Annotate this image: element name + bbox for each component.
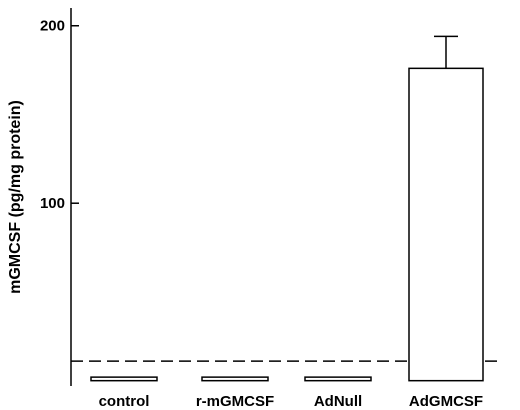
bars (90, 67, 484, 382)
bar-adnull (304, 376, 372, 382)
bar-adgmcsf (408, 67, 484, 382)
x-category-label: AdGMCSF (409, 393, 483, 410)
error-bars (434, 35, 458, 69)
x-category-label: r-mGMCSF (196, 393, 274, 410)
x-category-label: control (99, 393, 150, 410)
y-axis-label: mGMCSF (pg/mg protein) (7, 100, 24, 294)
y-tick-label: 200 (40, 18, 65, 35)
bar-control (90, 376, 158, 382)
y-ticks: 100 200 (40, 18, 79, 212)
x-category-label: AdNull (314, 393, 362, 410)
category-labels: control r-mGMCSF AdNull AdGMCSF (99, 393, 484, 410)
bar-r-mgmcsf (201, 376, 269, 382)
y-tick-label: 100 (40, 195, 65, 212)
